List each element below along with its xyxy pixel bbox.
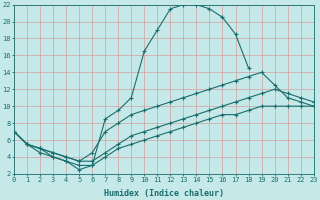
X-axis label: Humidex (Indice chaleur): Humidex (Indice chaleur) — [104, 189, 224, 198]
